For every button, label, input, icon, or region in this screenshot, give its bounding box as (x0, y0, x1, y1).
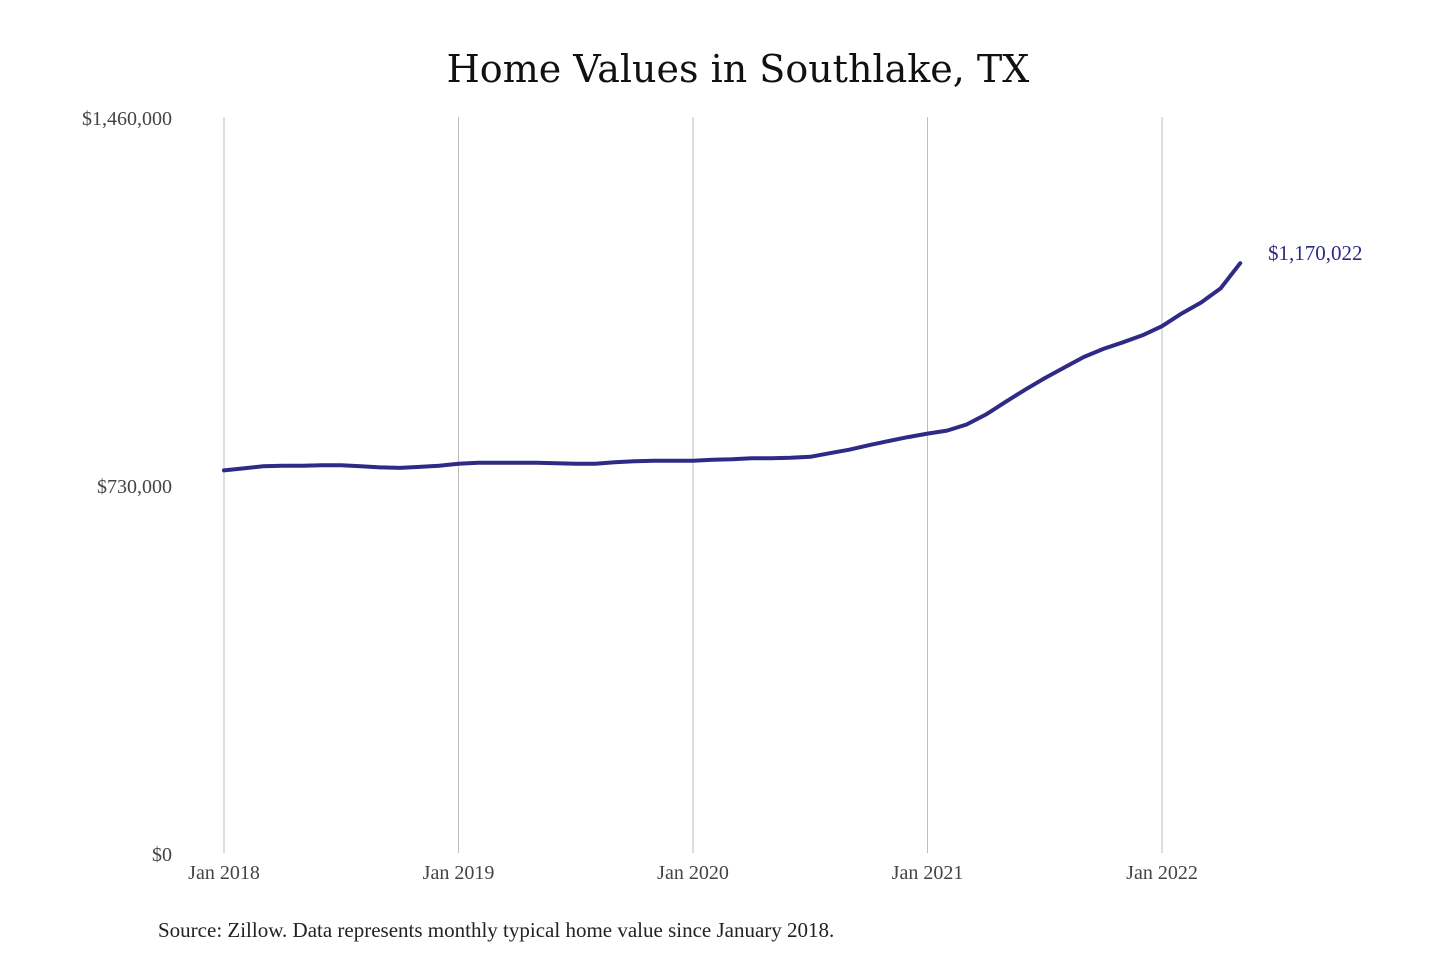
x-axis-ticks: Jan 2018 Jan 2019 Jan 2020 Jan 2021 Jan 2022 (188, 862, 1198, 884)
end-value-label: $1,170,022 (1268, 241, 1363, 265)
y-tick-label: $0 (152, 844, 172, 866)
source-note: Source: Zillow. Data represents monthly … (158, 918, 834, 942)
x-tick-label: Jan 2020 (657, 862, 729, 884)
x-tick-label: Jan 2018 (188, 862, 260, 884)
x-gridlines (223, 117, 1163, 853)
chart-title: Home Values in Southlake, TX (447, 47, 1030, 91)
y-tick-label: $1,460,000 (82, 108, 172, 130)
y-axis-ticks: $0 $730,000 $1,460,000 (82, 108, 172, 866)
series-layer (222, 261, 1243, 473)
x-tick-label: Jan 2021 (892, 862, 964, 884)
x-tick-label: Jan 2022 (1126, 862, 1198, 884)
y-tick-label: $730,000 (97, 476, 172, 498)
series-line (222, 261, 1243, 473)
x-tick-label: Jan 2019 (423, 862, 495, 884)
